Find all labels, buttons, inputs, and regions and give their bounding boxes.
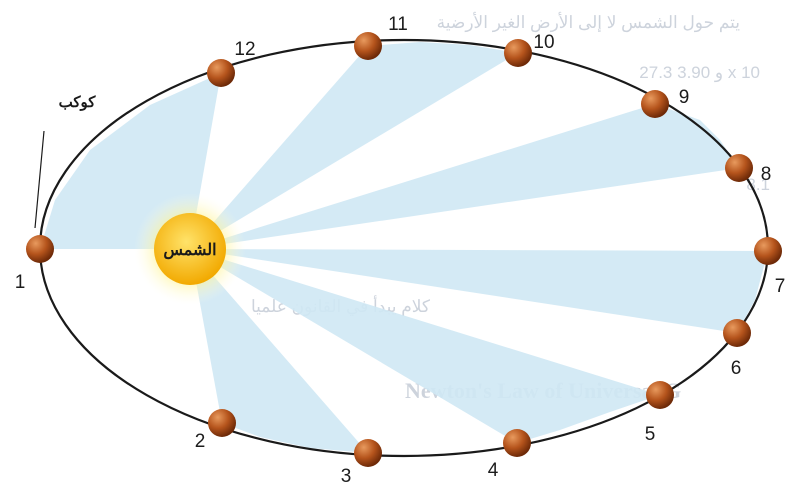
planet-position-12: 12 bbox=[207, 39, 256, 87]
position-label-5: 5 bbox=[645, 424, 656, 445]
position-label-1: 1 bbox=[15, 272, 26, 293]
background-text-line-1: يتم حول الشمس لا إلى الأرض الغير الأرضية bbox=[437, 12, 741, 33]
background-text-line-2: 27.3 و 3.90 x 10 bbox=[639, 63, 760, 83]
position-label-8: 8 bbox=[761, 164, 772, 185]
planet-pointer-line bbox=[35, 131, 44, 228]
position-label-12: 12 bbox=[234, 39, 255, 60]
position-label-6: 6 bbox=[731, 358, 742, 379]
sun: الشمس bbox=[134, 193, 246, 305]
position-label-2: 2 bbox=[195, 431, 206, 452]
position-label-3: 3 bbox=[341, 466, 352, 487]
position-label-4: 4 bbox=[488, 460, 499, 481]
position-label-11: 11 bbox=[388, 14, 408, 35]
planet-position-5: 5 bbox=[645, 381, 674, 445]
position-label-9: 9 bbox=[679, 87, 690, 108]
planet-position-2: 2 bbox=[195, 409, 236, 452]
planet-position-4: 4 bbox=[488, 429, 531, 481]
position-label-10: 10 bbox=[533, 32, 554, 53]
planet-position-10: 10 bbox=[504, 32, 555, 67]
position-label-7: 7 bbox=[775, 276, 786, 297]
planet-position-1: 1 bbox=[15, 235, 54, 293]
planet-label: كوكب bbox=[59, 94, 97, 111]
planet-position-6: 6 bbox=[723, 319, 751, 379]
sun-label: الشمس bbox=[163, 242, 216, 260]
